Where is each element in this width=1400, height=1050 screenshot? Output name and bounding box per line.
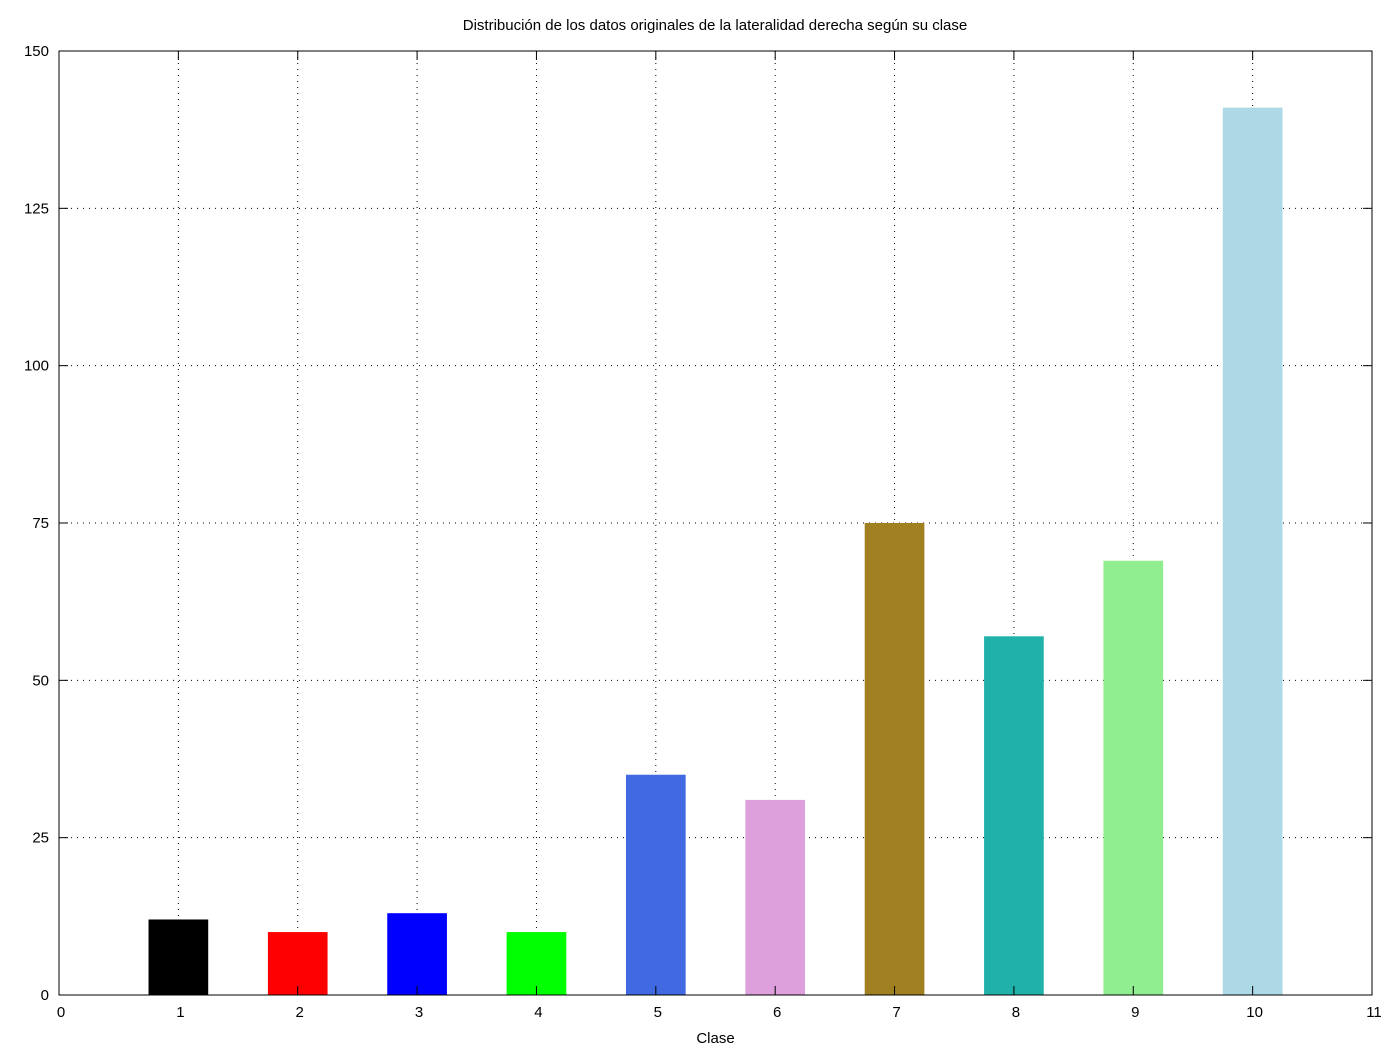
x-tick-label: 5 [654,1004,662,1021]
bar [984,636,1044,995]
ticks [58,50,1373,996]
bar [1103,560,1164,995]
y-tick-label: 125 [24,200,49,217]
x-tick-label: 0 [57,1004,65,1021]
y-tick-label: 100 [24,358,49,375]
bar [625,774,686,995]
x-tick-label: 10 [1246,1004,1263,1021]
bar [745,799,806,995]
bar [506,932,567,995]
chart-title: Distribución de los datos originales de … [462,17,968,34]
y-tick-label: 0 [41,987,49,1004]
x-tick-label: 7 [892,1004,900,1021]
bar [1222,107,1283,995]
x-tick-label: 9 [1131,1004,1139,1021]
bars [148,107,1283,995]
bar [267,932,328,995]
x-tick-labels: 0 1 2 3 4 5 6 7 8 9 10 11 [57,1004,1382,1021]
bar [148,919,209,995]
x-tick-label: 8 [1012,1004,1020,1021]
y-tick-labels: 0 25 50 75 100 125 150 [24,43,49,1004]
x-tick-label: 3 [415,1004,423,1021]
y-tick-label: 150 [24,43,49,60]
x-tick-label: 11 [1366,1004,1382,1021]
x-tick-label: 2 [296,1004,304,1021]
x-axis-label: Clase [696,1030,734,1047]
bar [864,523,925,995]
y-tick-label: 25 [32,830,49,847]
y-tick-label: 50 [32,672,49,689]
bar [387,913,447,995]
x-tick-label: 1 [176,1004,184,1021]
y-tick-label: 75 [32,515,49,532]
x-tick-label: 6 [773,1004,781,1021]
grid [59,51,1372,995]
x-tick-label: 4 [534,1004,542,1021]
